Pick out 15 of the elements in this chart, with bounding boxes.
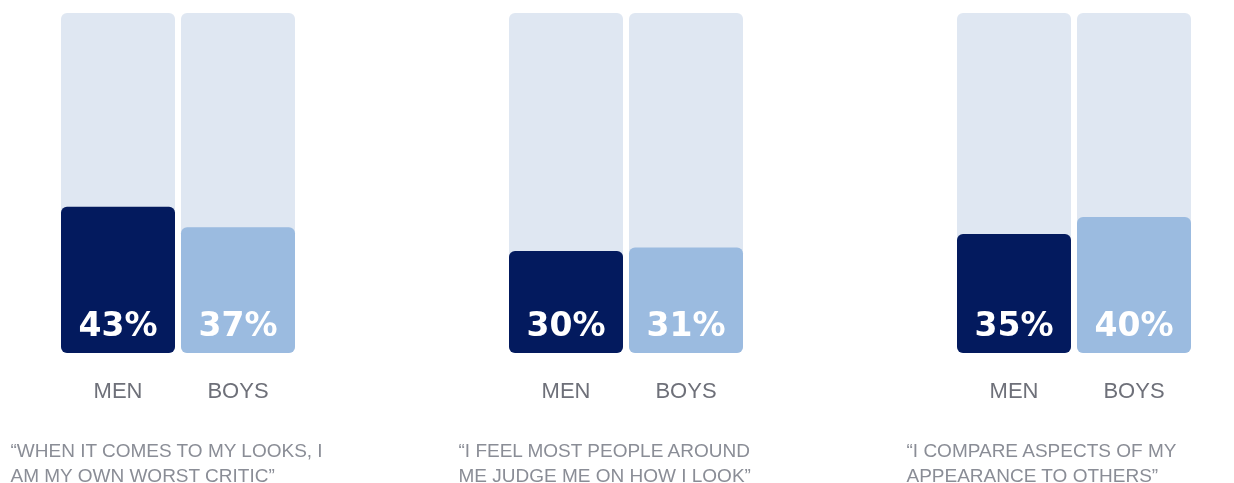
x-tick-label: BOYS bbox=[1103, 377, 1165, 403]
x-tick-label: MEN bbox=[93, 377, 143, 403]
x-axis-title: “WHEN IT COMES TO MY LOOKS, I AM MY OWN WORST CRITIC” bbox=[10, 440, 328, 483]
data-label: 31% bbox=[646, 305, 726, 344]
x-axis-title: “I COMPARE ASPECTS OF MY APPEARANCE TO OTHERS” bbox=[906, 440, 1182, 483]
data-label: 40% bbox=[1094, 305, 1174, 344]
data-label: 30% bbox=[526, 305, 606, 344]
data-label: 43% bbox=[78, 305, 158, 344]
x-tick-label: MEN bbox=[989, 377, 1039, 403]
data-label: 37% bbox=[198, 305, 278, 344]
data-label: 35% bbox=[974, 305, 1054, 344]
x-axis-title: “I FEEL MOST PEOPLE AROUND ME JUDGE ME ON HOW I LOOK” bbox=[458, 440, 756, 483]
x-tick-label: MEN bbox=[541, 377, 591, 403]
x-tick-label: BOYS bbox=[207, 377, 269, 403]
x-tick-label: BOYS bbox=[655, 377, 717, 403]
